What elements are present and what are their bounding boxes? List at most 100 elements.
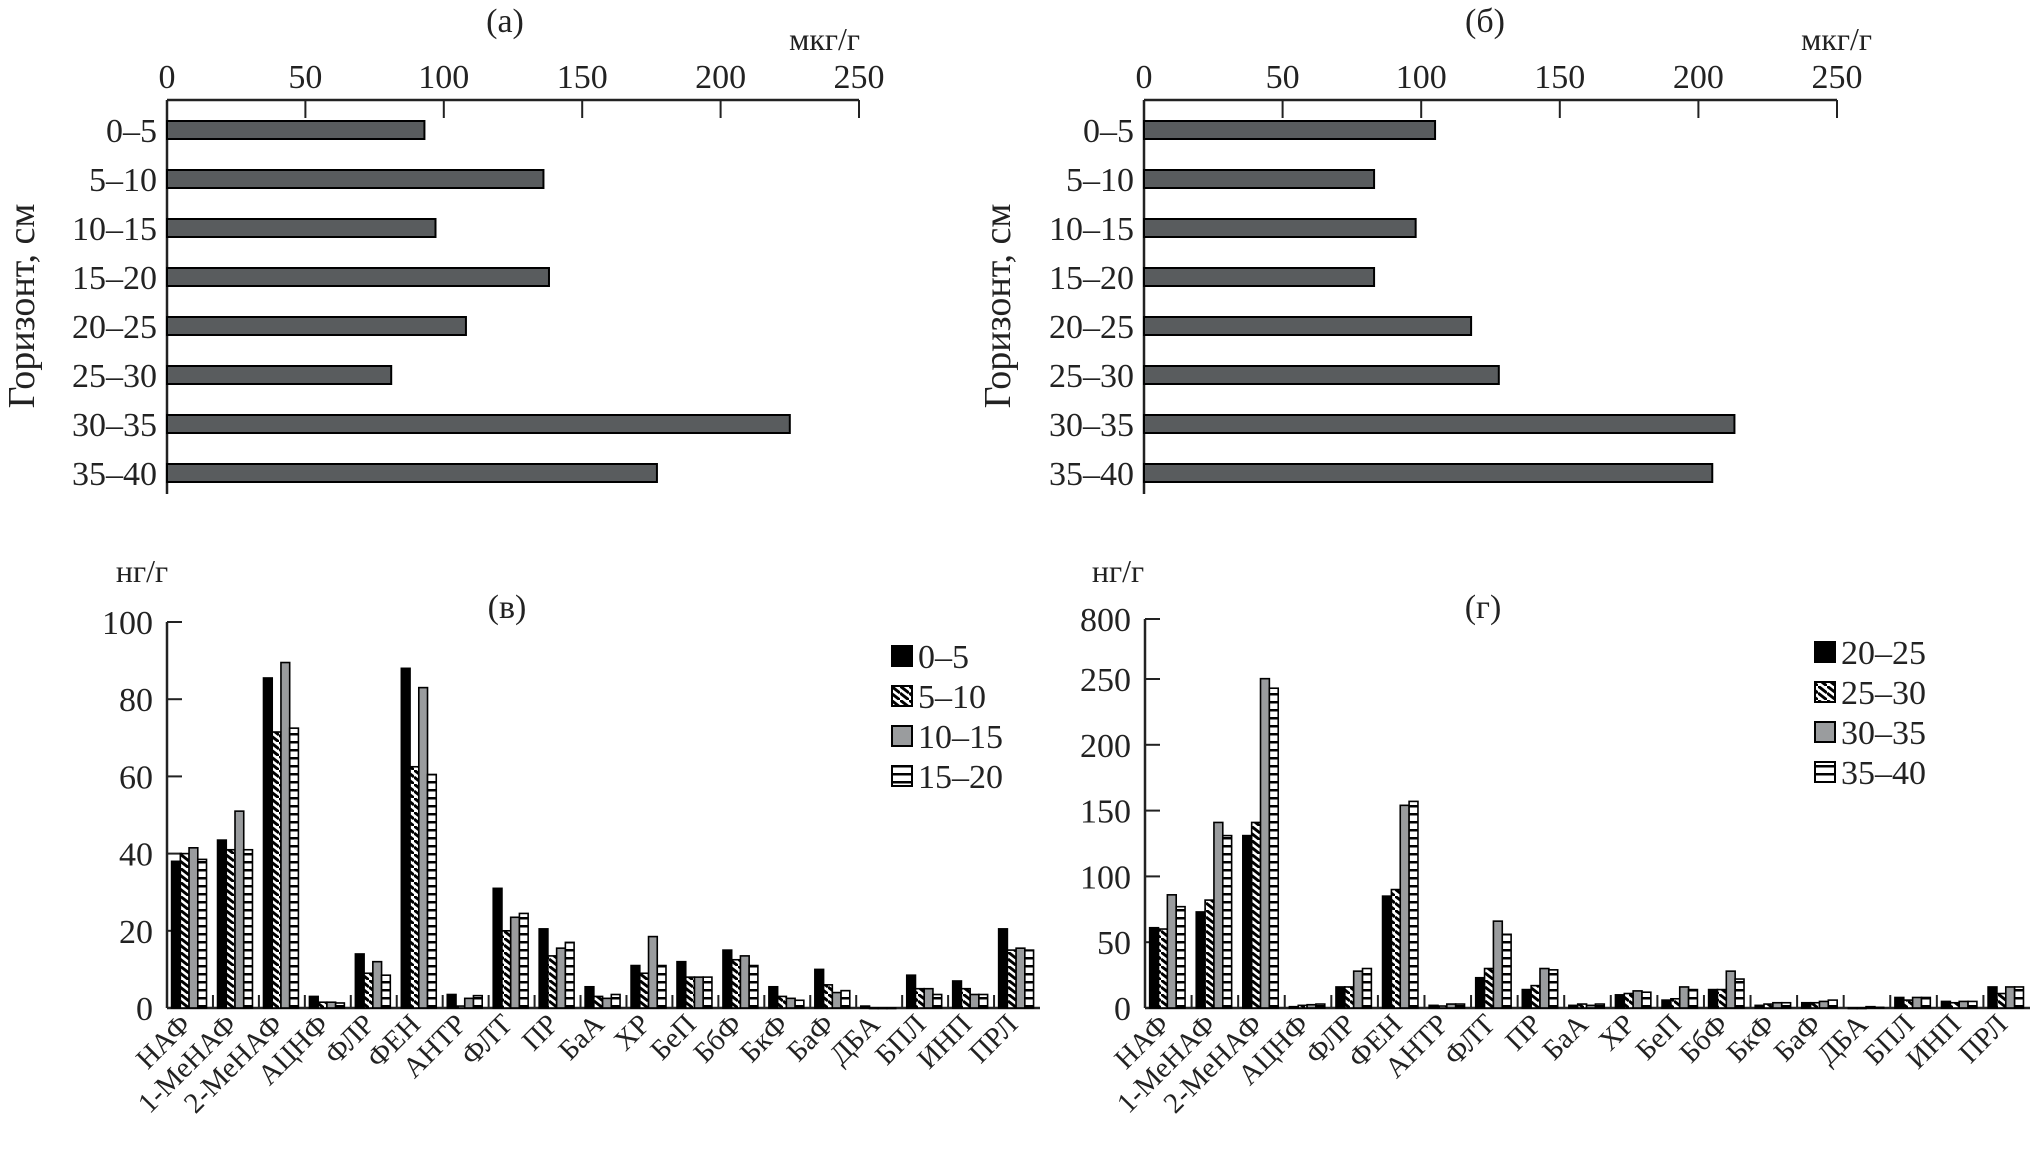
bar — [1143, 267, 1376, 287]
bar — [794, 999, 805, 1009]
bar — [676, 960, 687, 1009]
bar — [2013, 986, 2025, 1009]
bar — [1716, 988, 1728, 1009]
bar — [1143, 414, 1736, 434]
legend-swatch — [891, 645, 913, 667]
bar — [1539, 967, 1550, 1009]
bar — [1865, 1005, 1876, 1009]
bar — [1530, 984, 1541, 1009]
bar — [905, 974, 917, 1009]
panel-b-unit: мкг/г — [1801, 21, 1872, 57]
category-label: БаФ — [781, 1008, 841, 1068]
bar — [1707, 988, 1719, 1009]
bar — [1381, 895, 1393, 1009]
bar — [877, 1007, 888, 1010]
bar — [638, 972, 650, 1009]
bar — [1902, 999, 1914, 1009]
bar — [748, 964, 759, 1009]
category-label: 15–20 — [72, 260, 157, 297]
bar — [1734, 978, 1745, 1009]
y-tick-label: 0 — [136, 991, 153, 1028]
y-tick-label: 80 — [119, 682, 153, 719]
bar — [166, 365, 393, 385]
legend-swatch — [1814, 641, 1836, 663]
panel-a-plot: 0 50 100 150 200 250 0–5 5–10 10–15 15–20 20–25 25–… — [72, 59, 885, 494]
bar — [426, 773, 438, 1009]
panel-a-unit: мкг/г — [789, 21, 860, 57]
bar — [1800, 1001, 1812, 1009]
bar — [538, 928, 549, 1009]
bar — [326, 1001, 337, 1009]
bar — [593, 995, 604, 1009]
legend-label: 20–25 — [1841, 635, 1926, 672]
category-label: БаА — [552, 1008, 610, 1066]
panel-d: нг/г (г) 050100150200250800НАФ1-МеНАФ2-М… — [1080, 553, 2030, 1120]
category-label: 0–5 — [106, 113, 157, 150]
x-tick-label: 150 — [1534, 59, 1585, 96]
bar — [555, 947, 567, 1009]
y-tick-label: 20 — [119, 914, 153, 951]
bar — [1143, 169, 1376, 189]
bar — [814, 968, 825, 1009]
bar — [739, 955, 750, 1009]
category-label: БбФ — [688, 1008, 749, 1069]
bar — [472, 994, 483, 1009]
panel-a-ylabel: Горизонт, см — [1, 204, 43, 409]
bar — [1632, 990, 1643, 1009]
bar — [400, 667, 411, 1009]
category-label: ПРЛ — [963, 1008, 1024, 1069]
bar — [354, 953, 365, 1009]
bar — [1143, 365, 1500, 385]
bar — [1818, 1000, 1830, 1009]
bar — [1242, 834, 1253, 1009]
bar — [166, 218, 437, 238]
category-label: БкФ — [1721, 1008, 1782, 1069]
legend-swatch — [891, 765, 913, 787]
bar — [166, 463, 658, 483]
bar — [822, 984, 834, 1009]
bar — [647, 935, 659, 1009]
bar — [1428, 1004, 1439, 1009]
bar — [914, 987, 926, 1009]
bar — [455, 1005, 466, 1009]
bar — [1268, 687, 1280, 1009]
legend-swatch — [891, 685, 913, 707]
legend-label: 15–20 — [918, 759, 1003, 796]
bar — [166, 120, 426, 140]
y-tick-label: 40 — [119, 837, 153, 874]
category-label: БеП — [1630, 1008, 1688, 1066]
y-tick-label: 250 — [1080, 662, 1131, 699]
bar — [1585, 1004, 1597, 1009]
bar — [951, 980, 963, 1009]
bar — [1958, 1000, 1969, 1009]
legend-label: 30–35 — [1841, 715, 1926, 752]
bar — [656, 964, 667, 1009]
bar — [1763, 1003, 1774, 1009]
bar — [684, 976, 696, 1009]
bar — [1670, 997, 1681, 1009]
bar — [334, 1002, 346, 1009]
y-tick-label: 60 — [119, 759, 153, 796]
panel-a-title: (а) — [486, 3, 524, 40]
bar — [1204, 899, 1215, 1009]
bar — [1352, 970, 1364, 1009]
bar — [1474, 976, 1486, 1009]
bar — [216, 839, 228, 1009]
bar — [693, 976, 705, 1009]
panel-b: (б) мкг/г Горизонт, см 0 50 100 150 200 250 0–… — [977, 3, 1872, 494]
category-label: БаФ — [1768, 1008, 1828, 1068]
bar — [1687, 988, 1699, 1009]
bar — [1772, 1001, 1783, 1009]
bar — [492, 887, 503, 1009]
category-label: 25–30 — [72, 358, 157, 395]
y-tick-label: 50 — [1097, 925, 1131, 962]
bar — [1856, 1007, 1867, 1010]
bar — [1390, 888, 1402, 1009]
bar — [840, 989, 851, 1009]
panel-c-unit: нг/г — [116, 553, 168, 589]
bar — [1221, 834, 1233, 1009]
x-tick-label: 150 — [557, 59, 608, 96]
category-label: 30–35 — [1049, 407, 1134, 444]
bar — [170, 860, 182, 1009]
